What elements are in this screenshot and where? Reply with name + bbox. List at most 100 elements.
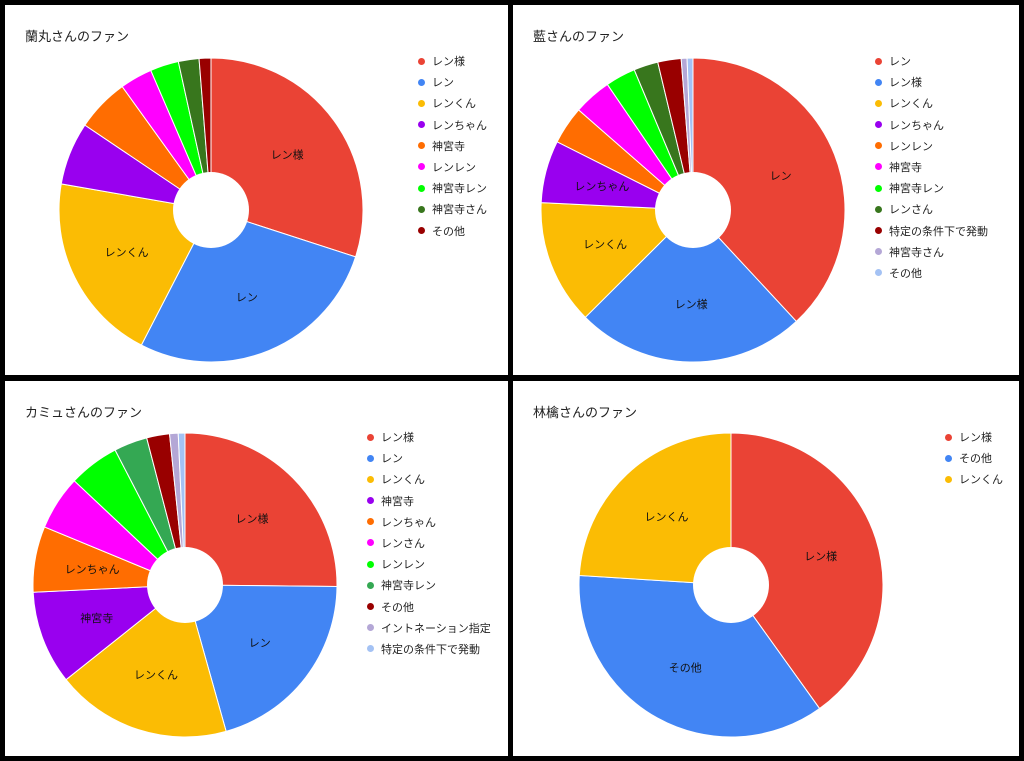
slice-label: レン [249,636,271,649]
legend-swatch [367,581,374,589]
legend-swatch [367,497,374,505]
legend-swatch [418,142,425,150]
legend-swatch [875,78,882,86]
legend-swatch [875,269,882,277]
pie-slice [578,432,732,586]
legend-swatch [875,248,882,256]
legend-item: レン [418,76,487,97]
legend-swatch [367,539,374,547]
legend-item: レン様 [945,431,1003,452]
legend-label: レンくん [959,473,1003,487]
slice-label: レン様 [271,148,304,162]
legend-item: その他 [875,267,988,288]
pie-slice [730,432,884,710]
legend-label: 神宮寺 [381,494,414,508]
legend-swatch [875,142,882,150]
slice-label: レンくん [134,669,178,682]
chart-panel-camus: カミュさんのファン レン様 レン レンくん 神宮寺 レンちゃん レン様 レン レンくん 神宮寺… [5,381,508,756]
legend-label: レンさん [381,536,425,550]
legend-label: 神宮寺 [889,160,922,174]
legend-label: レン [381,452,403,466]
slice-label: レンくん [645,510,689,523]
legend-item: イントネーション指定 [367,622,491,643]
pie-slice [184,584,338,732]
pie-slice [198,57,212,211]
pie-slice [58,183,212,346]
slice-label: レン様 [804,549,837,563]
legend-item: 特定の条件下で発動 [367,643,491,664]
legend-label: その他 [889,266,922,280]
legend-swatch [367,433,374,441]
legend-label: レン様 [889,76,922,90]
legend-item: レン様 [418,55,487,76]
pie-slice [584,209,798,363]
legend-swatch [875,227,882,234]
legend-swatch [418,163,425,171]
legend-swatch [875,163,882,171]
legend-item: レン様 [875,76,988,97]
legend-swatch [418,57,425,65]
legend-item: レンさん [875,203,988,224]
legend-label: 神宮寺さん [889,245,944,259]
legend-item: 神宮寺さん [418,203,487,224]
chart-title: 藍さんのファン [533,30,625,45]
legend-swatch [367,518,374,526]
legend-swatch [875,57,882,65]
legend-label: レンさん [889,203,933,217]
legend-swatch [875,184,882,192]
slice-label: レンくん [583,238,627,251]
chart-panel-ringo: 林檎さんのファン レン様 その他 レンくん レン様 その他 レンくん [513,381,1019,756]
pie-slice [177,432,186,586]
legend-item: レンくん [367,473,491,494]
pie-slice [692,57,846,323]
pie-slice [686,57,694,211]
legend-label: 神宮寺レン [432,182,487,196]
legend-swatch [367,603,374,610]
legend-label: レンちゃん [889,118,944,132]
slice-label: レン [770,170,792,183]
legend-item: 神宮寺 [875,161,988,182]
legend-swatch [367,454,374,462]
legend-item: レンくん [945,473,1003,494]
legend-swatch [418,205,425,213]
legend-item: 神宮寺レン [418,182,487,203]
legend-label: レンレン [889,139,933,153]
legend-label: レン様 [432,55,465,68]
legend-item: レンくん [875,97,988,118]
legend-label: レン [889,55,911,68]
pie-slice [540,202,695,319]
donut-hole [693,547,769,623]
legend-swatch [367,624,374,632]
pie-slice [578,574,821,738]
legend-item: 神宮寺 [367,495,491,516]
legend-label: レンくん [381,473,425,487]
legend-swatch [875,205,882,213]
legend-swatch [418,184,425,192]
legend-item: レンちゃん [875,119,988,140]
legend-label: レンちゃん [432,118,487,132]
slice-label: 神宮寺 [80,611,113,625]
slice-label: レンちゃん [65,563,120,576]
chart-legend: レン様 その他 レンくん [945,431,1003,495]
legend-label: その他 [432,224,465,238]
pie-slice [140,209,357,363]
legend-swatch [418,78,425,86]
legend-label: 特定の条件下で発動 [889,224,988,238]
legend-item: レンレン [418,161,487,182]
slice-label: レン様 [675,297,708,311]
legend-item: レンちゃん [418,119,487,140]
donut-hole [173,172,249,248]
legend-swatch [945,475,952,483]
legend-swatch [875,99,882,107]
legend-item: 神宮寺レン [875,182,988,203]
legend-item: レンレン [367,558,491,579]
legend-item: レン [875,55,988,76]
chart-panel-ranmaru: 蘭丸さんのファン レン様 レン レンくん レン様 レン レンくん レンちゃん 神宮寺 レンレン… [5,5,508,375]
legend-swatch [875,121,882,129]
legend-item: レンちゃん [367,516,491,537]
legend-swatch [945,433,952,441]
slice-label: レンちゃん [574,180,629,193]
